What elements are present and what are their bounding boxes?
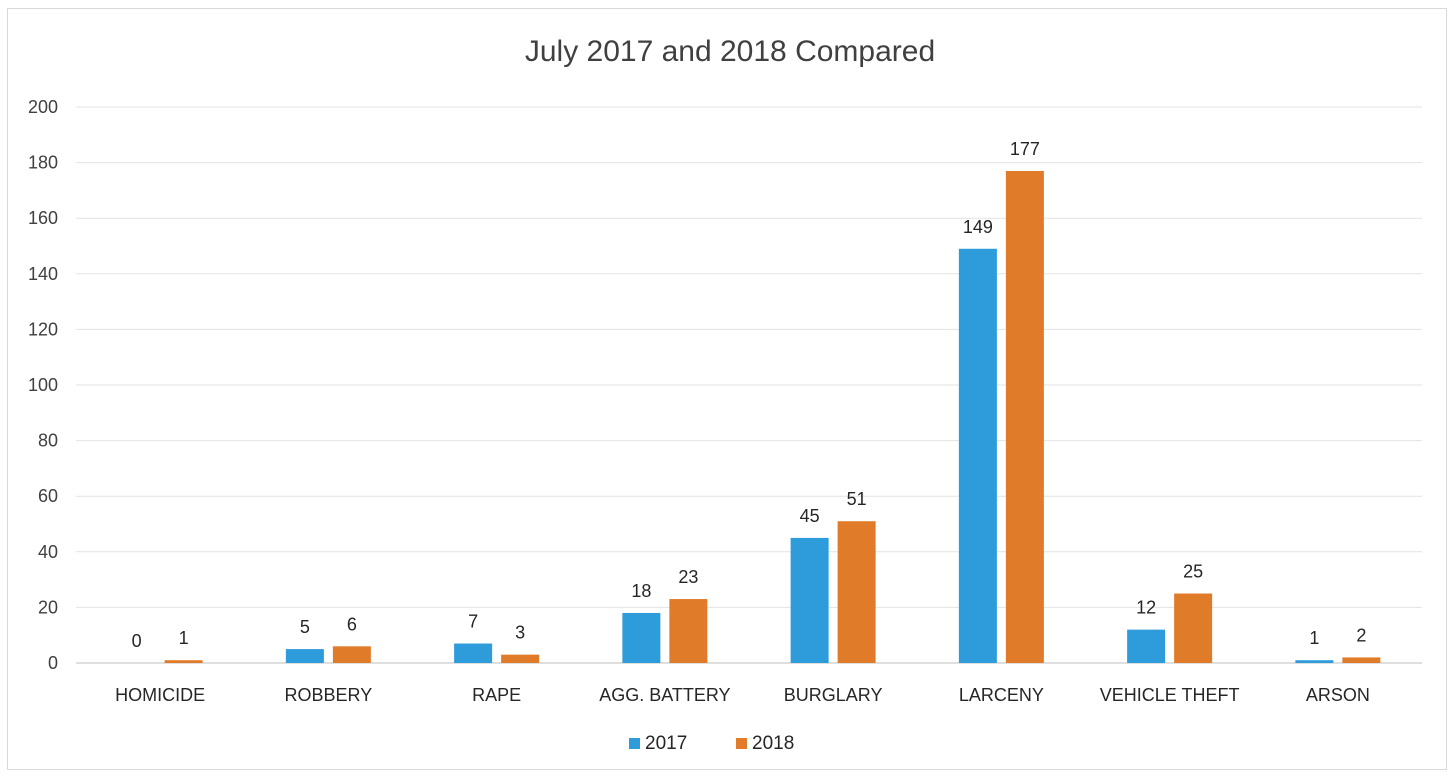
category-label: BURGLARY (784, 685, 883, 705)
category-label: ARSON (1306, 685, 1370, 705)
data-label: 5 (300, 617, 310, 637)
legend: 2017 2018 (629, 733, 794, 754)
category-label: VEHICLE THEFT (1100, 685, 1240, 705)
bar-2018 (332, 646, 371, 663)
category-label: AGG. BATTERY (599, 685, 730, 705)
data-label: 1 (1309, 628, 1319, 648)
data-label: 2 (1356, 625, 1366, 645)
data-label: 177 (1010, 139, 1040, 159)
bars (164, 170, 1381, 663)
data-label: 23 (678, 567, 698, 587)
data-label: 7 (468, 612, 478, 632)
y-tick-label: 160 (28, 208, 58, 228)
category-label: RAPE (472, 685, 521, 705)
bar-2018 (164, 660, 203, 663)
chart-title: July 2017 and 2018 Compared (525, 35, 935, 68)
bar-chart: July 2017 and 2018 Compared 020406080100… (28, 35, 1422, 754)
y-tick-label: 200 (28, 97, 58, 117)
bar-2018 (1342, 657, 1381, 663)
category-label: LARCENY (959, 685, 1044, 705)
bar-2017 (285, 649, 324, 663)
data-label: 12 (1136, 598, 1156, 618)
bar-2018 (837, 521, 876, 663)
data-label: 18 (631, 581, 651, 601)
gridlines (76, 106, 1422, 664)
bar-2017 (1295, 660, 1334, 663)
bar-2018 (501, 654, 540, 663)
data-label: 149 (963, 217, 993, 237)
legend-swatch (629, 738, 640, 749)
bar-2018 (1174, 593, 1213, 663)
y-tick-label: 0 (48, 653, 58, 673)
category-label: HOMICIDE (115, 685, 205, 705)
bar-2017 (1127, 629, 1166, 663)
y-tick-label: 120 (28, 319, 58, 339)
y-tick-label: 140 (28, 264, 58, 284)
bar-2017 (958, 248, 997, 663)
y-tick-label: 40 (38, 542, 58, 562)
data-label: 6 (347, 614, 357, 634)
y-tick-label: 100 (28, 375, 58, 395)
data-label: 45 (800, 506, 820, 526)
chart-container: July 2017 and 2018 Compared 0 20 40 60 80 100… (7, 8, 1447, 770)
y-axis-ticks: 0 20 40 60 80 100 120 140 160 180 200 (28, 97, 58, 673)
y-tick-label: 20 (38, 597, 58, 617)
y-tick-label: 60 (38, 486, 58, 506)
bar-2018 (669, 599, 708, 663)
legend-swatch (736, 738, 747, 749)
y-tick-label: 180 (28, 153, 58, 173)
data-label: 25 (1183, 562, 1203, 582)
bar-2017 (622, 612, 661, 663)
bar-2017 (790, 537, 829, 663)
data-label: 1 (179, 628, 189, 648)
legend-label: 2017 (645, 733, 687, 754)
x-axis-categories: HOMICIDE ROBBERY RAPE AGG. BATTERY BURGLARY L… (115, 685, 1370, 705)
data-label: 0 (132, 631, 142, 651)
bar-2017 (454, 643, 493, 663)
bar-2018 (1005, 170, 1044, 663)
legend-label: 2018 (752, 733, 794, 754)
y-tick-label: 80 (38, 431, 58, 451)
data-label: 51 (847, 489, 867, 509)
category-label: ROBBERY (285, 685, 373, 705)
data-label: 3 (515, 623, 525, 643)
